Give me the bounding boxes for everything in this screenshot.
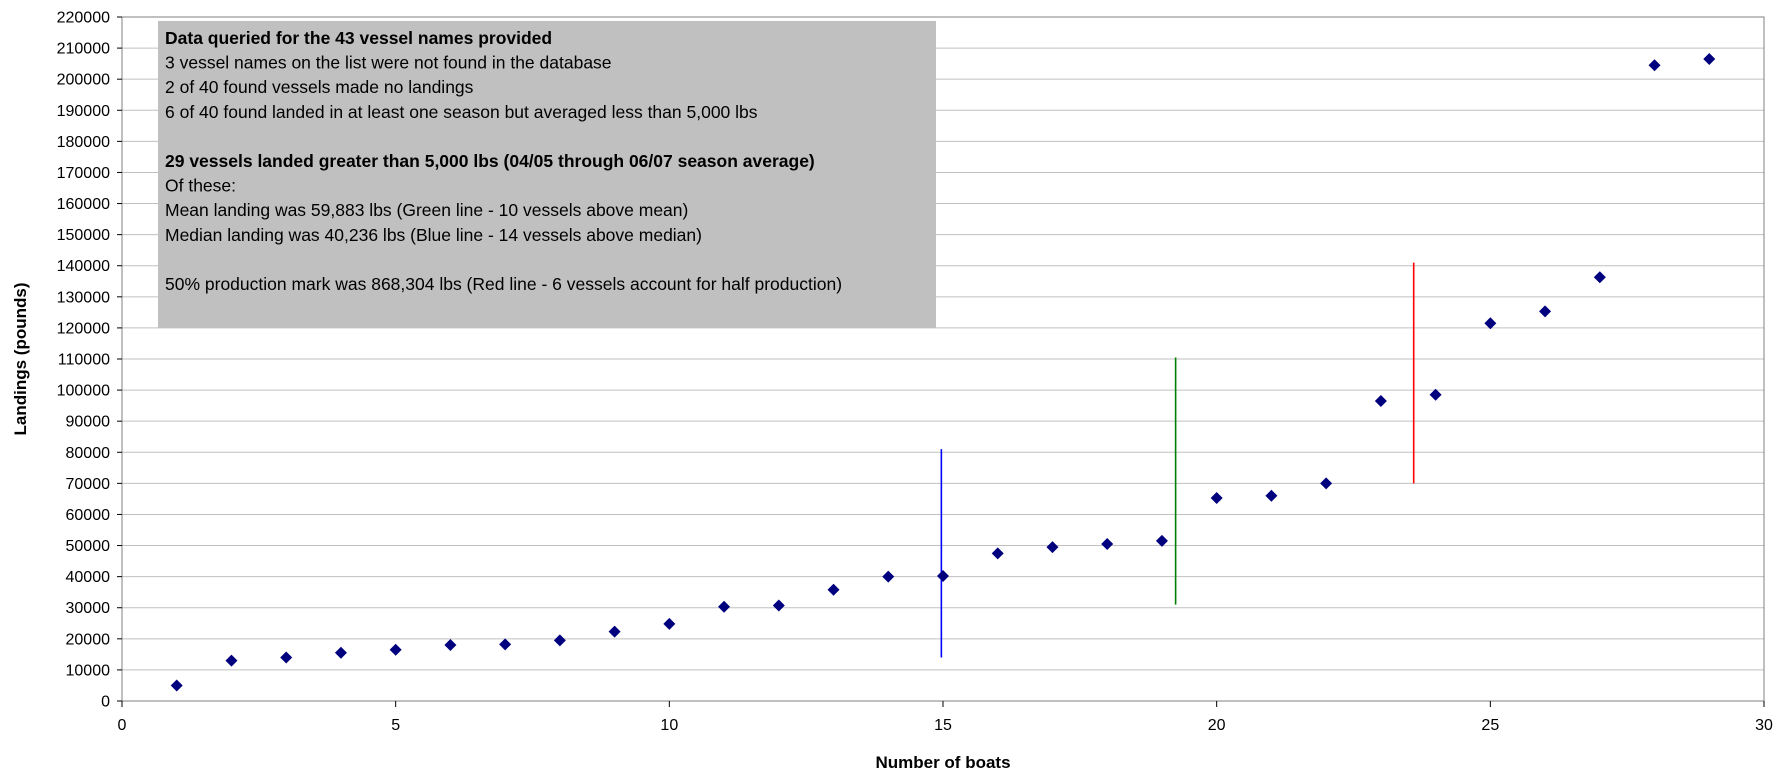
data-point <box>1593 271 1606 284</box>
data-point <box>1484 317 1497 330</box>
data-point <box>170 679 183 692</box>
x-tick-label: 25 <box>1481 717 1499 734</box>
y-tick-label: 180000 <box>57 134 110 151</box>
y-tick-label: 60000 <box>66 507 111 524</box>
data-point <box>553 634 566 647</box>
annotation-line: Mean landing was 59,883 lbs (Green line … <box>165 200 688 220</box>
data-point <box>280 651 293 664</box>
data-point <box>334 646 347 659</box>
x-axis-title: Number of boats <box>875 753 1010 772</box>
y-tick-label: 170000 <box>57 165 110 182</box>
x-tick-label: 10 <box>660 717 678 734</box>
data-point <box>389 643 402 656</box>
y-tick-label: 190000 <box>57 103 110 120</box>
x-tick-label: 20 <box>1208 717 1226 734</box>
y-tick-label: 150000 <box>57 227 110 244</box>
y-tick-label: 220000 <box>57 10 110 27</box>
data-point <box>444 639 457 652</box>
data-point <box>1155 534 1168 547</box>
data-point <box>1046 541 1059 554</box>
annotation-box: Data queried for the 43 vessel names pro… <box>158 21 936 328</box>
annotation-line: 2 of 40 found vessels made no landings <box>165 77 474 97</box>
x-tick-label: 0 <box>118 717 127 734</box>
y-tick-label: 80000 <box>66 445 111 462</box>
y-tick-label: 120000 <box>57 320 110 337</box>
data-point <box>1374 394 1387 407</box>
annotation-line: Data queried for the 43 vessel names pro… <box>165 28 552 48</box>
y-tick-label: 100000 <box>57 383 110 400</box>
y-tick-label: 0 <box>101 694 110 711</box>
y-tick-label: 200000 <box>57 72 110 89</box>
annotation-line: 6 of 40 found landed in at least one sea… <box>165 102 758 122</box>
y-tick-label: 40000 <box>66 569 111 586</box>
data-point <box>1320 477 1333 490</box>
y-tick-label: 160000 <box>57 196 110 213</box>
data-point <box>1210 491 1223 504</box>
data-point <box>663 617 676 630</box>
data-point <box>1265 489 1278 502</box>
data-point <box>937 570 949 583</box>
data-point <box>718 600 731 613</box>
y-tick-label: 130000 <box>57 289 110 306</box>
data-point <box>772 599 785 612</box>
annotation-line: Median landing was 40,236 lbs (Blue line… <box>165 225 702 245</box>
annotation-line: Of these: <box>165 176 236 196</box>
annotation-line: 29 vessels landed greater than 5,000 lbs… <box>165 151 815 171</box>
y-tick-label: 210000 <box>57 41 110 58</box>
y-tick-label: 10000 <box>66 662 111 679</box>
y-tick-label: 140000 <box>57 258 110 275</box>
data-point <box>991 547 1004 560</box>
data-point <box>1429 388 1442 401</box>
y-tick-label: 110000 <box>58 352 110 369</box>
data-point <box>608 625 621 638</box>
annotation-line: 3 vessel names on the list were not foun… <box>165 53 612 73</box>
data-point <box>882 570 895 583</box>
y-axis-ticks: 0 10000 20000 30000 40000 50000 60000 70000 8000… <box>57 10 122 711</box>
annotation-background <box>158 21 936 328</box>
data-point <box>1703 52 1716 65</box>
data-point <box>1648 59 1661 72</box>
data-point <box>1101 537 1114 550</box>
reference-lines <box>940 262 1415 658</box>
x-tick-label: 30 <box>1755 717 1773 734</box>
data-point <box>225 654 238 667</box>
y-tick-label: 70000 <box>66 476 111 493</box>
y-tick-label: 50000 <box>66 538 111 555</box>
x-tick-label: 5 <box>391 717 400 734</box>
data-point <box>499 638 512 651</box>
data-point <box>827 583 840 596</box>
annotation-line: 50% production mark was 868,304 lbs (Red… <box>165 274 842 294</box>
data-point <box>1539 305 1552 318</box>
y-tick-label: 30000 <box>66 600 111 617</box>
x-axis-ticks: 0 5 10 15 20 25 30 <box>118 701 1773 734</box>
y-tick-label: 90000 <box>66 414 111 431</box>
x-tick-label: 15 <box>934 717 952 734</box>
data-points <box>170 52 1716 692</box>
y-tick-label: 20000 <box>66 631 111 648</box>
y-axis-title: Landings (pounds) <box>11 283 30 436</box>
